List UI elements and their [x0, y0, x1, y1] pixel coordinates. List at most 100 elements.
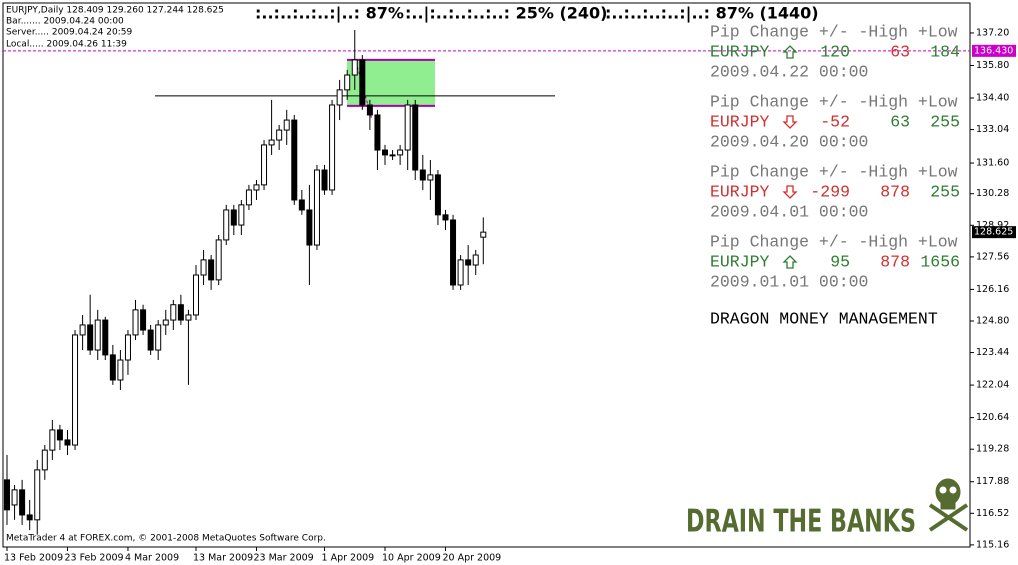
- candle-body: [465, 259, 472, 266]
- x-tick-label: 20 Apr 2009: [442, 553, 501, 564]
- y-tick-label: 123.44: [976, 347, 1009, 358]
- plot-frame: [2, 2, 971, 548]
- candle-body: [472, 254, 479, 266]
- candle-body: [366, 104, 373, 116]
- panel-header: Pip Change +/- -High +Low: [710, 162, 958, 181]
- info: Bar....... 2009.04.24 00:00: [6, 17, 124, 27]
- pip-change: -299: [810, 182, 850, 201]
- candle-body: [245, 189, 252, 206]
- candle-body: [19, 489, 26, 516]
- panel-symbol: EURJPY: [710, 112, 770, 131]
- y-tick-label: 130.28: [976, 188, 1009, 199]
- candle-body: [329, 104, 336, 191]
- x-tick-label: 4 Mar 2009: [125, 553, 179, 564]
- candle-body: [155, 324, 162, 351]
- panel-header: Pip Change +/- -High +Low: [710, 22, 958, 41]
- panel-date: 2009.04.01 00:00: [710, 202, 868, 221]
- candle-body: [283, 119, 290, 131]
- pip-low: 255: [930, 182, 960, 201]
- y-tick-label: 117.88: [976, 476, 1009, 487]
- direction-arrow: [782, 185, 798, 199]
- pip-low: 1656: [920, 252, 960, 271]
- panel-symbol: EURJPY: [710, 252, 770, 271]
- info: Local..... 2009.04.26 11:39: [6, 40, 127, 50]
- y-tick-label: 122.04: [976, 380, 1009, 391]
- candle-body: [223, 209, 230, 241]
- candle-body: [306, 209, 313, 246]
- candle-body: [457, 259, 464, 286]
- candle-body: [351, 59, 358, 76]
- candle-body: [450, 219, 457, 286]
- candle-body: [64, 439, 71, 446]
- candle-body: [72, 334, 79, 446]
- candle-body: [200, 259, 207, 276]
- pip-low: 255: [930, 112, 960, 131]
- x-tick-label: 13 Feb 2009: [4, 553, 63, 564]
- y-tick-label: 131.60: [976, 158, 1009, 169]
- candle-body: [261, 144, 268, 186]
- panel-date: 2009.04.20 00:00: [710, 132, 868, 151]
- candle-body: [102, 319, 109, 356]
- candle-body: [276, 129, 283, 141]
- candle-body: [162, 319, 169, 326]
- candle-body: [185, 314, 192, 321]
- panel-symbol: EURJPY: [710, 42, 770, 61]
- y-tick-label: 119.28: [976, 444, 1009, 455]
- candle-body: [170, 304, 177, 321]
- candle-body: [147, 329, 154, 351]
- pip-high: 63: [890, 112, 910, 131]
- y-tick-label: 137.20: [976, 27, 1009, 38]
- x-tick-label: 1 Apr 2009: [322, 553, 375, 564]
- candle-body: [442, 214, 449, 221]
- pip-high: 63: [890, 42, 910, 61]
- panel-header: Pip Change +/- -High +Low: [710, 232, 958, 251]
- candle-body: [34, 469, 41, 521]
- candle-body: [109, 354, 116, 381]
- candle-body: [321, 169, 328, 191]
- candle-body: [404, 104, 411, 151]
- brand: DRAGON MONEY MANAGEMENT: [710, 309, 938, 328]
- y-tick-label: 126.16: [976, 284, 1009, 295]
- level-label: 136.430: [974, 45, 1013, 56]
- candle-body: [79, 324, 86, 336]
- price-box: [972, 226, 1016, 239]
- candle-body: [434, 174, 441, 216]
- pip-change: -52: [820, 112, 850, 131]
- y-tick-label: 134.40: [976, 93, 1009, 104]
- x-tick-label: 23 Feb 2009: [64, 553, 123, 564]
- candle-body: [193, 274, 199, 316]
- candle-body: [382, 149, 388, 156]
- candle-body: [291, 119, 298, 201]
- candle-body: [419, 169, 426, 181]
- candle-body: [238, 204, 245, 226]
- candle-body: [56, 429, 63, 441]
- candle-body: [124, 334, 131, 361]
- y-tick-label: 120.64: [976, 412, 1009, 423]
- y-tick-label: 135.80: [976, 60, 1009, 71]
- candle-body: [253, 184, 260, 191]
- stat: :..|:..:..:..:..: 25% (240): [405, 4, 607, 24]
- candle-body: [230, 209, 237, 226]
- pip-change: 120: [820, 42, 850, 61]
- candle-body: [480, 231, 487, 238]
- candle-body: [215, 239, 222, 281]
- pip-high: 878: [880, 252, 910, 271]
- pip-high: 878: [880, 182, 910, 201]
- x-tick-label: 13 Mar 2009: [193, 553, 253, 564]
- stat: :..:..:..:..:|..: 87%: [255, 4, 404, 24]
- candle-body: [397, 149, 404, 156]
- y-tick-label: 116.52: [976, 508, 1009, 519]
- stat: :..:..:..:..:|..: 87% (1440): [605, 4, 819, 24]
- candle-body: [298, 199, 305, 211]
- price-label: 128.625: [974, 227, 1013, 238]
- direction-arrow: [782, 45, 798, 59]
- candle-body: [117, 359, 124, 381]
- panel-header: Pip Change +/- -High +Low: [710, 92, 958, 111]
- header: EURJPY,Daily 128.409 129.260 127.244 128…: [6, 6, 224, 16]
- candle-body: [344, 74, 351, 91]
- candle-body: [268, 139, 275, 146]
- candle-body: [412, 104, 419, 171]
- candle-body: [41, 449, 48, 471]
- x-tick-label: 10 Apr 2009: [382, 553, 441, 564]
